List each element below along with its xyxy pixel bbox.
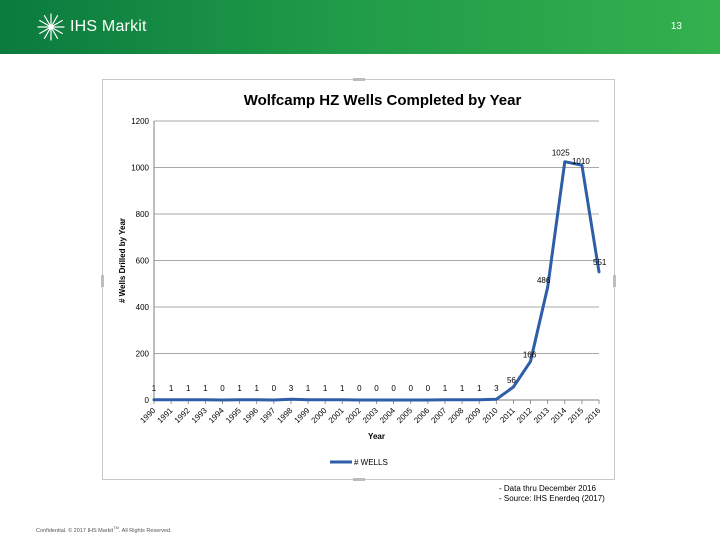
x-tick-label: 1992: [173, 406, 192, 425]
data-label: 3: [494, 384, 499, 393]
y-tick-label: 800: [136, 210, 150, 219]
resize-handle-left[interactable]: [101, 275, 104, 287]
page-number: 13: [670, 21, 682, 32]
data-label: 1: [203, 384, 208, 393]
data-label: 1: [152, 384, 157, 393]
x-axis-title: Year: [368, 432, 385, 441]
x-tick-label: 1990: [138, 406, 157, 425]
y-tick-label: 400: [136, 303, 150, 312]
data-label: 1: [477, 384, 482, 393]
x-tick-label: 2004: [378, 406, 397, 425]
data-label: 56: [507, 376, 516, 385]
data-label: 1025: [552, 149, 570, 158]
data-label: 1010: [572, 157, 590, 166]
data-label: 0: [357, 384, 362, 393]
data-label: 3: [289, 384, 294, 393]
x-tick-label: 2009: [464, 406, 483, 425]
x-tick-label: 2012: [515, 406, 534, 425]
resize-handle-bottom[interactable]: [353, 478, 365, 481]
note-source: - Source: IHS Enerdeq (2017): [499, 494, 605, 503]
y-tick-label: 1000: [131, 164, 149, 173]
x-tick-label: 1999: [293, 406, 312, 425]
data-label: 0: [426, 384, 431, 393]
data-label: 0: [374, 384, 379, 393]
x-tick-label: 1994: [207, 406, 226, 425]
x-tick-label: 2011: [498, 406, 517, 425]
x-tick-label: 2006: [412, 406, 431, 425]
x-tick-label: 2016: [583, 406, 602, 425]
data-label: 0: [409, 384, 414, 393]
data-label: 0: [391, 384, 396, 393]
x-tick-label: 1991: [156, 406, 175, 425]
note-data-range: - Data thru December 2016: [499, 484, 596, 493]
chart-notes: - Data thru December 2016 - Source: IHS …: [499, 484, 605, 504]
footer-copyright: Confidential. © 2017 IHS MarkitTM. All R…: [36, 525, 171, 534]
data-label: 1: [306, 384, 311, 393]
x-tick-label: 1996: [241, 406, 260, 425]
chart-frame[interactable]: Wolfcamp HZ Wells Completed by Year 0 200 4…: [101, 78, 616, 481]
data-label: 1: [443, 384, 448, 393]
data-label: 486: [537, 276, 551, 285]
resize-handle-top[interactable]: [353, 78, 365, 81]
footer-rights: . All Rights Reserved.: [118, 527, 172, 534]
x-tick-label: 2002: [344, 406, 363, 425]
footer-text: Confidential. © 2017 IHS Markit: [36, 527, 114, 534]
data-label: 1: [237, 384, 242, 393]
x-tick-label: 1993: [190, 406, 209, 425]
x-tick-label: 2000: [310, 406, 329, 425]
data-label: 1: [254, 384, 259, 393]
data-label: 1: [323, 384, 328, 393]
y-axis-title: # Wells Drilled by Year: [118, 218, 127, 303]
data-label: 0: [272, 384, 277, 393]
x-tick-label: 2014: [549, 406, 568, 425]
y-tick-label: 1200: [131, 117, 149, 126]
y-tick-label: 200: [136, 350, 150, 359]
resize-handle-right[interactable]: [613, 275, 616, 287]
data-label: 551: [593, 258, 607, 267]
brand-name: IHS Markit: [70, 18, 147, 35]
data-label: 166: [523, 350, 537, 359]
x-tick-label: 1997: [258, 406, 277, 425]
x-tick-label: 2003: [361, 406, 380, 425]
data-label: 1: [460, 384, 465, 393]
trademark: TM: [113, 525, 119, 530]
x-tick-label: 2013: [532, 406, 551, 425]
x-tick-label: 1995: [224, 406, 243, 425]
legend-label: # WELLS: [354, 458, 388, 467]
y-tick-label: 600: [136, 257, 150, 266]
chart-title: Wolfcamp HZ Wells Completed by Year: [244, 92, 522, 109]
header-banner: IHS Markit 13: [0, 0, 720, 54]
data-label: 1: [169, 384, 174, 393]
x-tick-label: 1998: [275, 406, 294, 425]
x-tick-label: 2001: [327, 406, 346, 425]
ihs-markit-starburst-icon: [37, 13, 65, 41]
logo[interactable]: IHS Markit: [36, 12, 147, 42]
data-label: 0: [220, 384, 225, 393]
x-tick-label: 2005: [395, 406, 414, 425]
y-tick-label: 0: [145, 396, 150, 405]
data-label: 1: [186, 384, 191, 393]
series-line: [152, 160, 601, 402]
x-tick-label: 2008: [447, 406, 466, 425]
line-chart: Wolfcamp HZ Wells Completed by Year02004…: [118, 92, 607, 467]
x-tick-label: 2015: [566, 406, 585, 425]
x-tick-label: 2007: [429, 406, 448, 425]
data-label: 1: [340, 384, 345, 393]
x-tick-label: 2010: [481, 406, 500, 425]
